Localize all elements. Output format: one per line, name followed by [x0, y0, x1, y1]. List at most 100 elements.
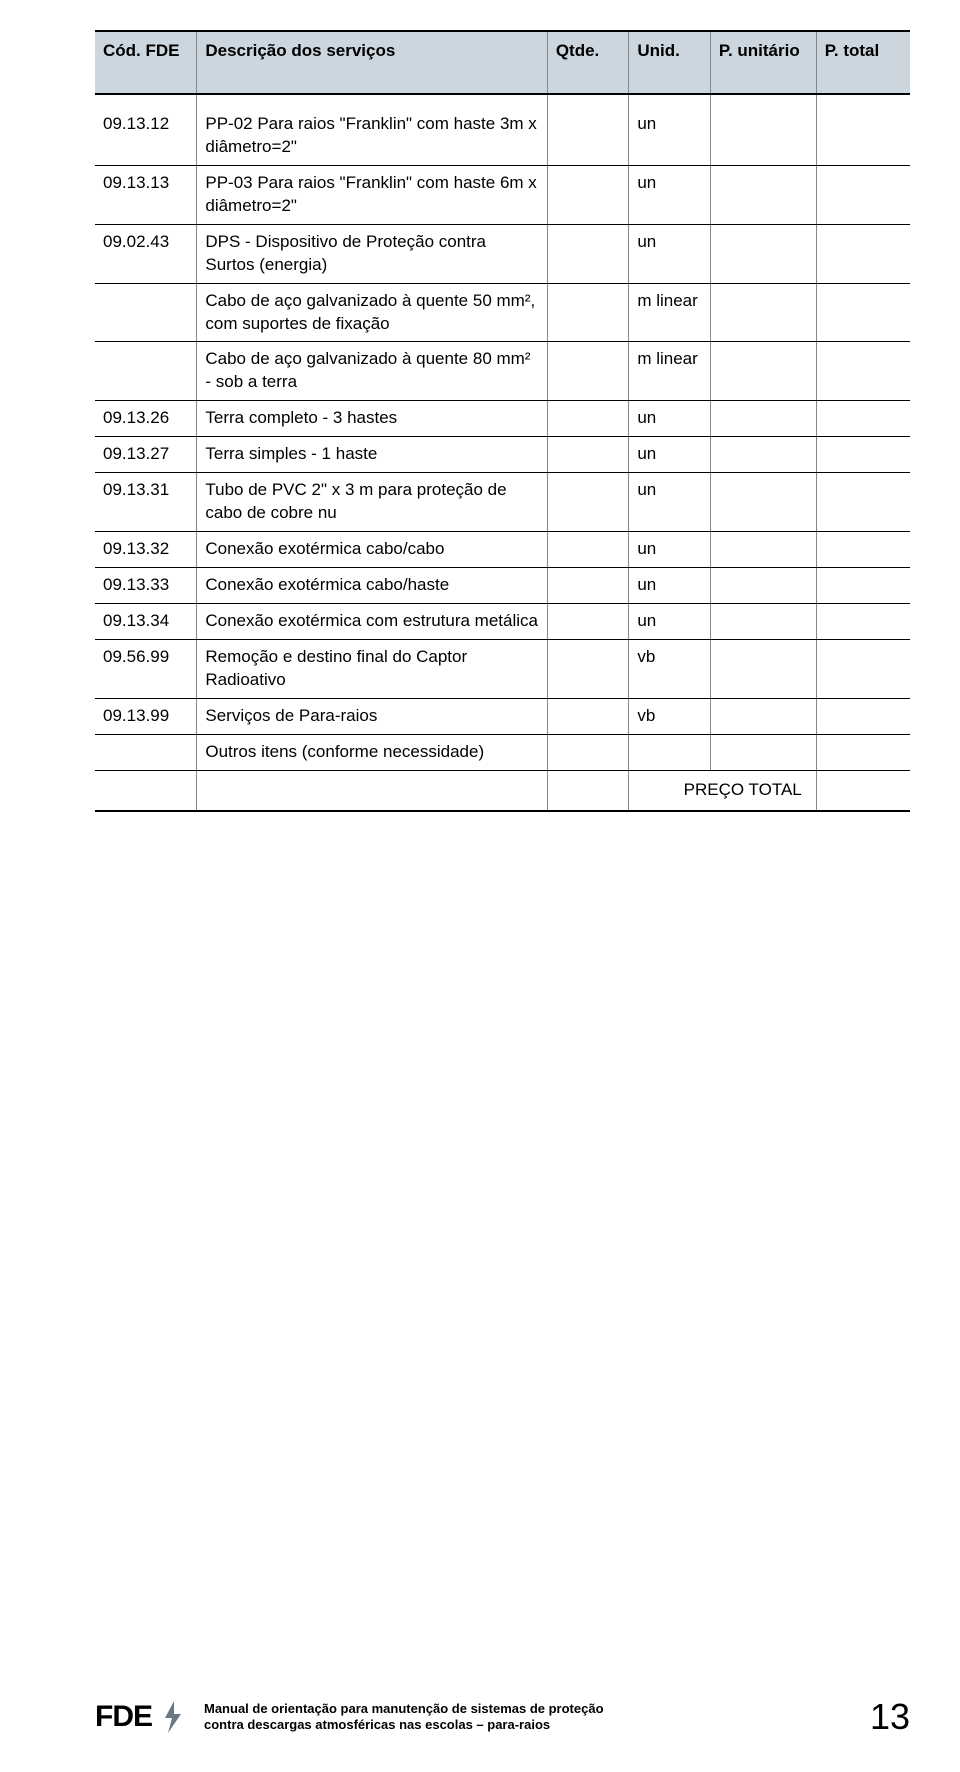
cell-unid: un	[629, 224, 711, 283]
total-label: PREÇO TOTAL	[629, 770, 816, 810]
table-row: Outros itens (conforme necessidade)	[95, 734, 910, 770]
cell-qtde	[547, 94, 629, 165]
cell-ptotal	[816, 532, 910, 568]
cell-desc: Outros itens (conforme necessidade)	[197, 734, 547, 770]
cell-punit	[710, 603, 816, 639]
cell-qtde	[547, 532, 629, 568]
cell-qtde	[547, 568, 629, 604]
cell-desc: Conexão exotérmica cabo/haste	[197, 568, 547, 604]
cell-punit	[710, 165, 816, 224]
cell-punit	[710, 401, 816, 437]
header-cod: Cód. FDE	[95, 31, 197, 94]
cell-cod: 09.13.32	[95, 532, 197, 568]
cell-cod: 09.56.99	[95, 639, 197, 698]
cell-ptotal	[816, 401, 910, 437]
cell-cod	[95, 770, 197, 810]
cell-punit	[710, 94, 816, 165]
cell-desc: Remoção e destino final do Captor Radioa…	[197, 639, 547, 698]
cell-desc	[197, 770, 547, 810]
cell-punit	[710, 698, 816, 734]
cell-desc: Cabo de aço galvanizado à quente 80 mm² …	[197, 342, 547, 401]
cell-qtde	[547, 698, 629, 734]
header-ptotal: P. total	[816, 31, 910, 94]
cell-ptotal	[816, 603, 910, 639]
cell-cod: 09.13.99	[95, 698, 197, 734]
cell-unid: un	[629, 165, 711, 224]
table-row: Cabo de aço galvanizado à quente 50 mm²,…	[95, 283, 910, 342]
cell-cod: 09.13.34	[95, 603, 197, 639]
table-row: 09.13.34Conexão exotérmica com estrutura…	[95, 603, 910, 639]
cell-cod: 09.13.13	[95, 165, 197, 224]
cell-ptotal	[816, 639, 910, 698]
cell-unid	[629, 734, 711, 770]
cell-cod	[95, 734, 197, 770]
cell-punit	[710, 639, 816, 698]
cell-desc: Conexão exotérmica cabo/cabo	[197, 532, 547, 568]
cell-unid: un	[629, 568, 711, 604]
services-table: Cód. FDE Descrição dos serviços Qtde. Un…	[95, 30, 910, 812]
cell-cod: 09.13.33	[95, 568, 197, 604]
footer-line1: Manual de orientação para manutenção de …	[204, 1701, 604, 1717]
cell-qtde	[547, 437, 629, 473]
table-row: Cabo de aço galvanizado à quente 80 mm² …	[95, 342, 910, 401]
cell-cod: 09.13.31	[95, 473, 197, 532]
cell-ptotal	[816, 165, 910, 224]
cell-punit	[710, 568, 816, 604]
cell-ptotal	[816, 283, 910, 342]
footer-left: FDE Manual de orientação para manutenção…	[95, 1700, 604, 1734]
cell-punit	[710, 532, 816, 568]
cell-ptotal	[816, 224, 910, 283]
cell-unid: m linear	[629, 342, 711, 401]
page-number: 13	[870, 1696, 910, 1738]
cell-ptotal	[816, 734, 910, 770]
cell-punit	[710, 342, 816, 401]
cell-qtde	[547, 734, 629, 770]
cell-qtde	[547, 224, 629, 283]
table-row: 09.13.32Conexão exotérmica cabo/cabo un	[95, 532, 910, 568]
cell-ptotal	[816, 698, 910, 734]
cell-qtde	[547, 401, 629, 437]
cell-desc: Terra simples - 1 haste	[197, 437, 547, 473]
table-row: 09.13.33Conexão exotérmica cabo/haste un	[95, 568, 910, 604]
footer-text: Manual de orientação para manutenção de …	[204, 1701, 604, 1734]
cell-unid: un	[629, 532, 711, 568]
cell-cod	[95, 283, 197, 342]
cell-cod: 09.13.27	[95, 437, 197, 473]
table-header-row: Cód. FDE Descrição dos serviços Qtde. Un…	[95, 31, 910, 94]
table-row: 09.56.99Remoção e destino final do Capto…	[95, 639, 910, 698]
cell-ptotal	[816, 342, 910, 401]
cell-unid: m linear	[629, 283, 711, 342]
cell-unid: un	[629, 437, 711, 473]
cell-punit	[710, 224, 816, 283]
cell-qtde	[547, 473, 629, 532]
total-value	[816, 770, 910, 810]
cell-qtde	[547, 342, 629, 401]
cell-ptotal	[816, 473, 910, 532]
cell-desc: Cabo de aço galvanizado à quente 50 mm²,…	[197, 283, 547, 342]
cell-cod: 09.13.12	[95, 94, 197, 165]
cell-unid: un	[629, 401, 711, 437]
table-row: 09.13.13PP-03 Para raios "Franklin" com …	[95, 165, 910, 224]
cell-desc: Tubo de PVC 2" x 3 m para proteção de ca…	[197, 473, 547, 532]
cell-desc: Conexão exotérmica com estrutura metálic…	[197, 603, 547, 639]
cell-ptotal	[816, 568, 910, 604]
table-row: 09.13.31Tubo de PVC 2" x 3 m para proteç…	[95, 473, 910, 532]
cell-unid: vb	[629, 698, 711, 734]
header-punit: P. unitário	[710, 31, 816, 94]
bolt-icon	[162, 1701, 184, 1733]
cell-desc: Terra completo - 3 hastes	[197, 401, 547, 437]
total-row: PREÇO TOTAL	[95, 770, 910, 810]
logo-text: FDE	[95, 1700, 152, 1734]
cell-qtde	[547, 165, 629, 224]
table-row: 09.02.43DPS - Dispositivo de Proteção co…	[95, 224, 910, 283]
table-row: 09.13.12PP-02 Para raios "Franklin" com …	[95, 94, 910, 165]
fde-logo: FDE	[95, 1700, 190, 1734]
cell-desc: PP-02 Para raios "Franklin" com haste 3m…	[197, 94, 547, 165]
cell-cod	[95, 342, 197, 401]
cell-desc: DPS - Dispositivo de Proteção contra Sur…	[197, 224, 547, 283]
cell-punit	[710, 437, 816, 473]
cell-punit	[710, 473, 816, 532]
cell-qtde	[547, 639, 629, 698]
cell-unid: vb	[629, 639, 711, 698]
cell-cod: 09.13.26	[95, 401, 197, 437]
